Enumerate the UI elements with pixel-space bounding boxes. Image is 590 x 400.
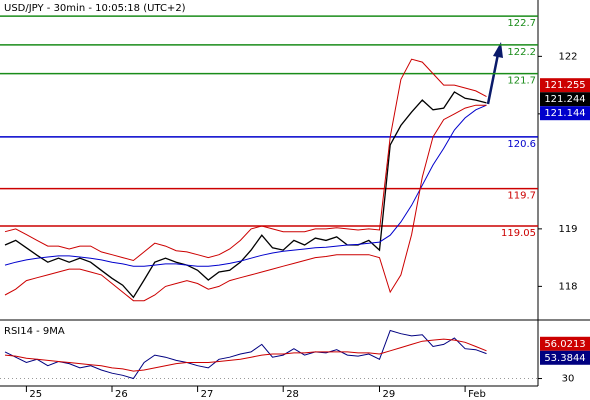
- price-tag: [540, 78, 590, 93]
- series-line: [4, 58, 487, 262]
- series-line: [4, 329, 487, 380]
- price-tag-label: 53.3844: [544, 353, 585, 364]
- x-tick-label: Feb: [468, 389, 486, 400]
- y-tick-label: 119: [558, 224, 577, 235]
- level-label: 120.6: [507, 139, 536, 150]
- x-tick-label: 25: [29, 389, 42, 400]
- level-label: 121.7: [507, 76, 536, 87]
- y-tick-label: 122: [558, 51, 577, 62]
- price-tag-label: 121.144: [544, 108, 585, 119]
- price-tag: [540, 106, 590, 121]
- series-line: [4, 104, 487, 302]
- arrow-head: [493, 42, 503, 58]
- price-tag-label: 56.0213: [544, 339, 585, 350]
- forecast-arrow: [486, 53, 500, 105]
- price-tag: [540, 350, 590, 365]
- y-tick-label: 30: [562, 374, 575, 385]
- series-line: [4, 338, 487, 372]
- chart-title: USD/JPY - 30min - 10:05:18 (UTC+2): [4, 3, 186, 14]
- price-tag-label: 121.244: [544, 94, 585, 105]
- level-label: 119.05: [501, 228, 536, 239]
- x-tick-label: 28: [286, 389, 299, 400]
- y-tick-label: 118: [558, 281, 577, 292]
- price-tag: [540, 92, 590, 107]
- level-label: 122.2: [507, 47, 536, 58]
- series-line: [4, 91, 487, 299]
- level-label: 119.7: [507, 191, 536, 202]
- series-line: [4, 104, 487, 267]
- price-tag: [540, 336, 590, 351]
- x-tick-label: 29: [383, 389, 396, 400]
- price-tag-label: 121.255: [544, 80, 585, 91]
- x-tick-label: 26: [115, 389, 128, 400]
- level-label: 122.7: [507, 18, 536, 29]
- rsi-title: RSI14 - 9MA: [4, 326, 65, 337]
- x-tick-label: 27: [201, 389, 214, 400]
